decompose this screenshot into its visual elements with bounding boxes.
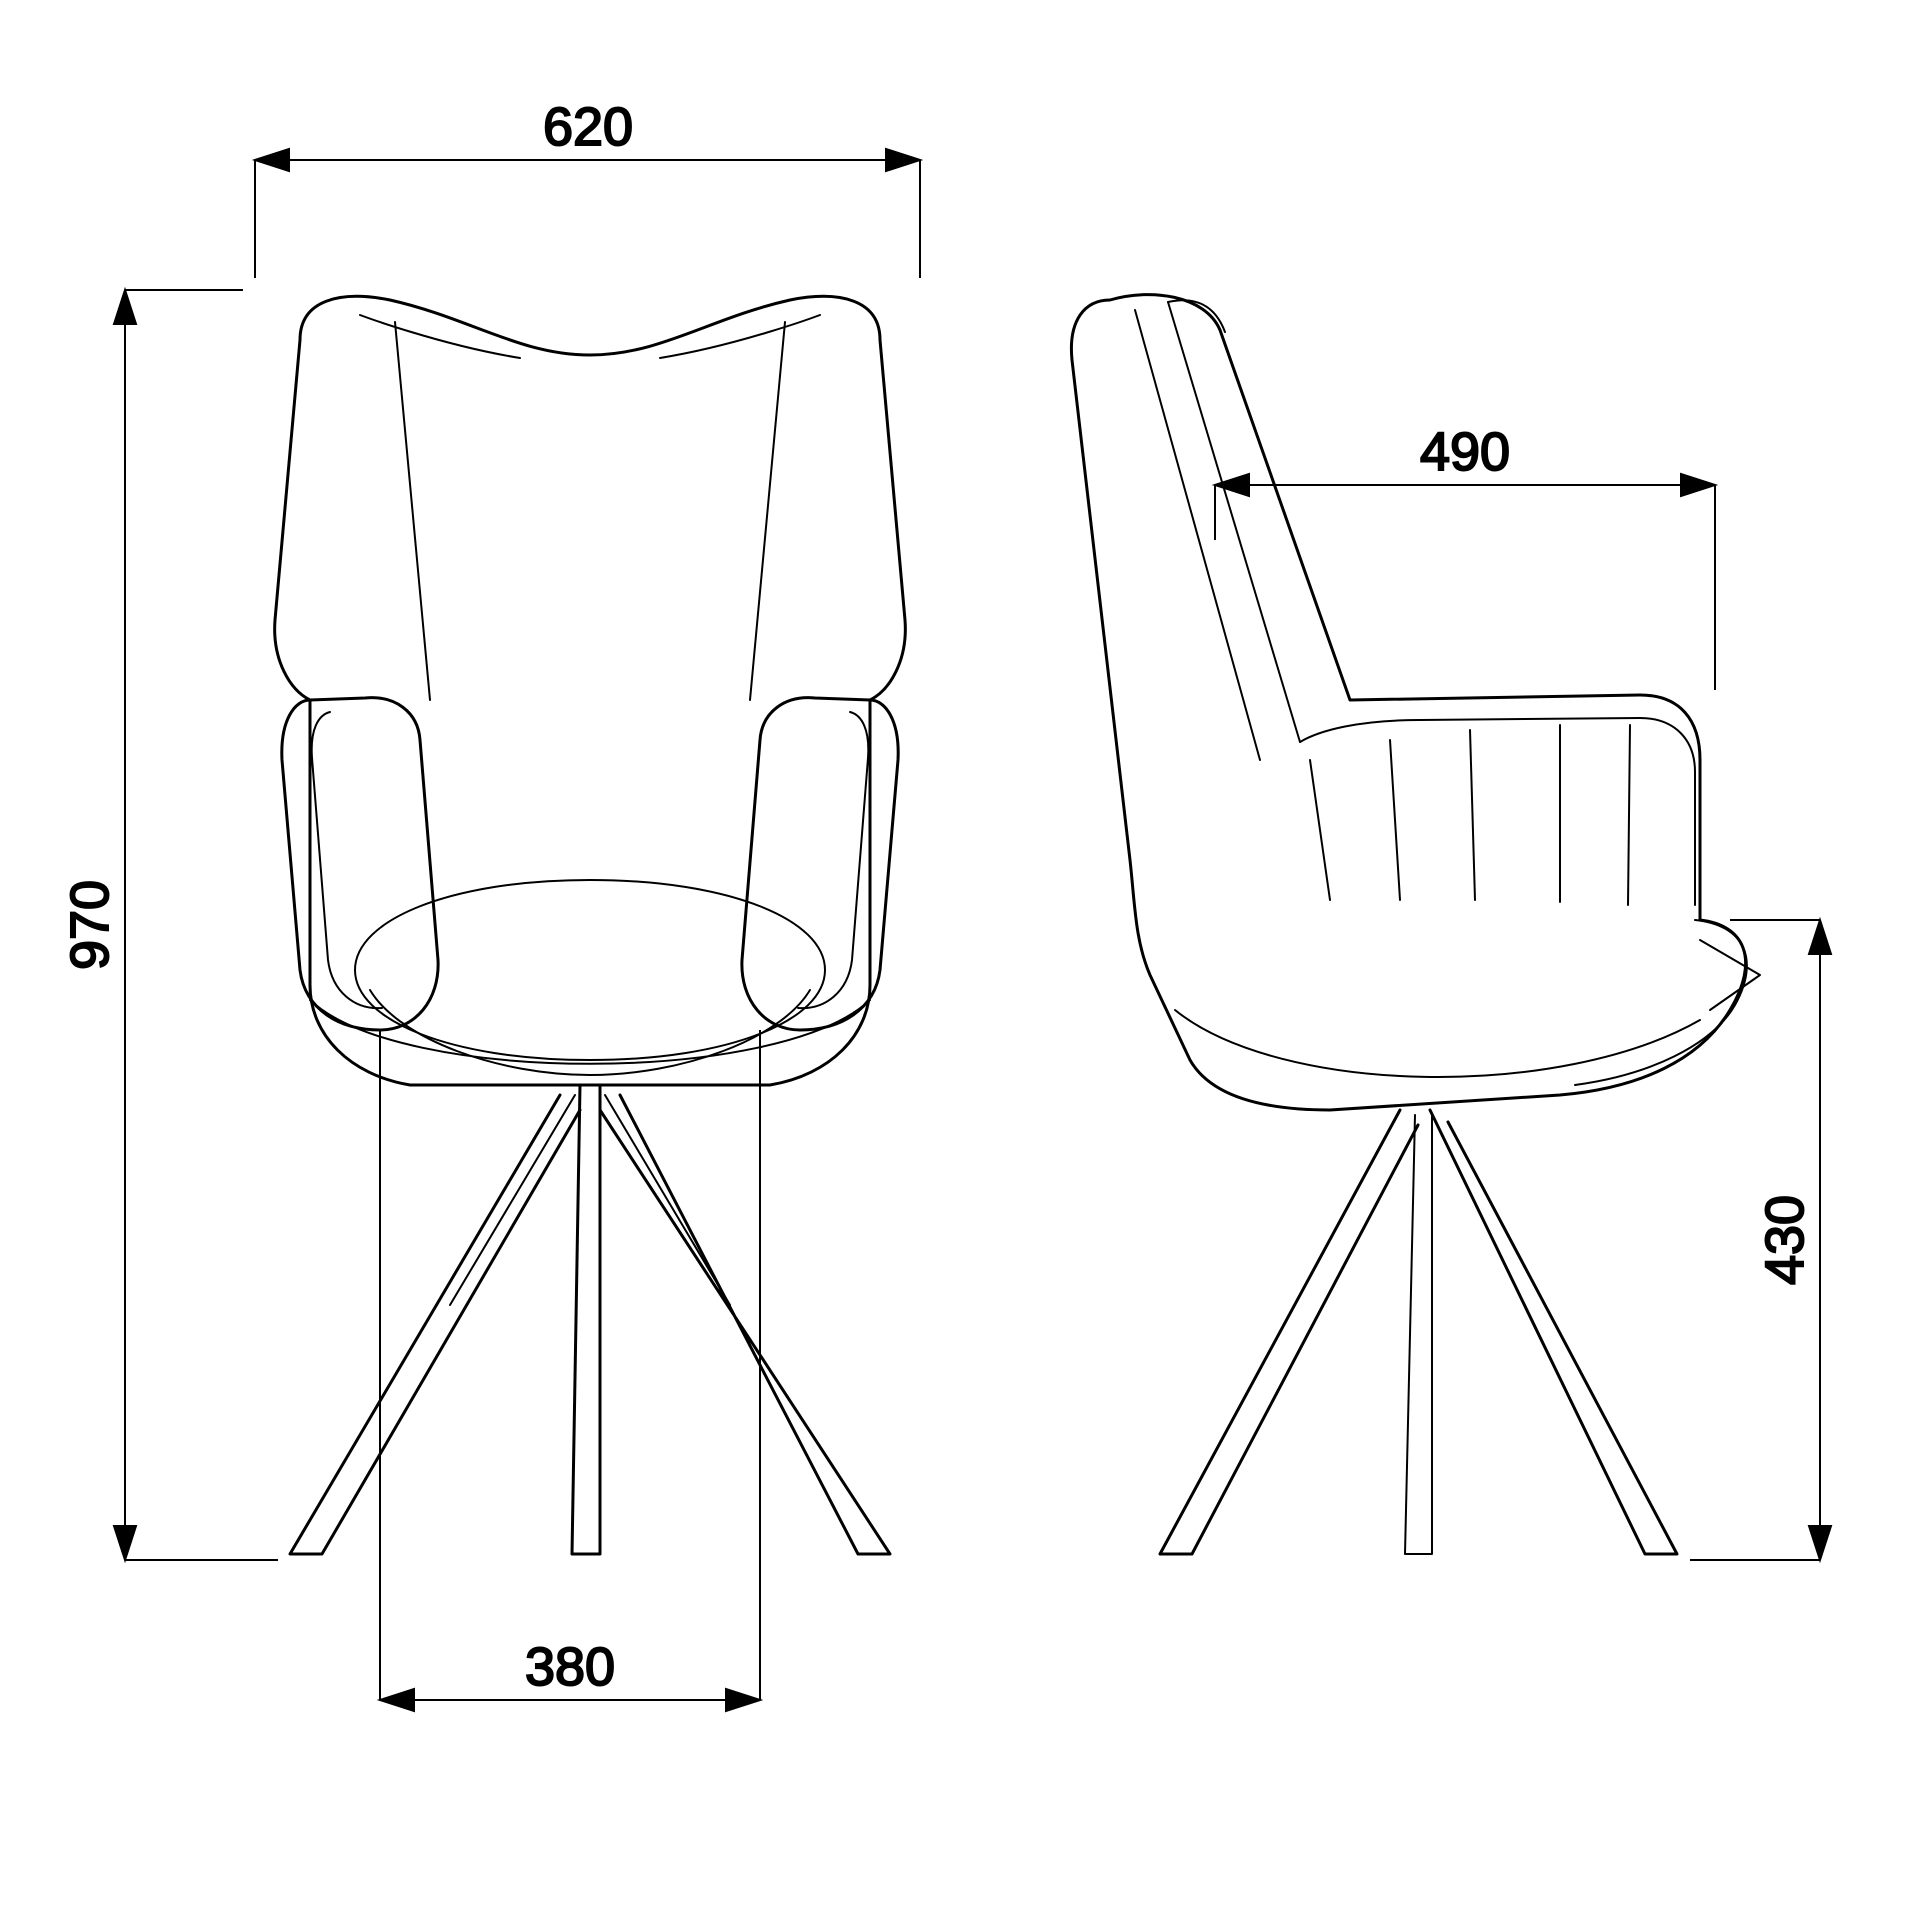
- chair-front-view: [275, 296, 906, 1554]
- dim-overall-height-label: 970: [60, 880, 120, 970]
- dim-overall-width: 620: [255, 97, 920, 278]
- dim-seat-width: 380: [380, 1030, 760, 1711]
- technical-drawing: 620 970 380 490: [0, 0, 1920, 1920]
- dimensions: 620 970 380 490: [60, 97, 1831, 1711]
- chair-side-view: [1071, 295, 1760, 1554]
- dim-seat-height: 430: [1690, 920, 1831, 1560]
- dim-seat-depth: 490: [1215, 422, 1715, 690]
- dim-overall-height: 970: [60, 290, 278, 1560]
- dim-overall-width-label: 620: [543, 97, 633, 157]
- dim-seat-depth-label: 490: [1420, 422, 1510, 482]
- dim-seat-width-label: 380: [525, 1637, 615, 1697]
- dim-seat-height-label: 430: [1755, 1195, 1815, 1285]
